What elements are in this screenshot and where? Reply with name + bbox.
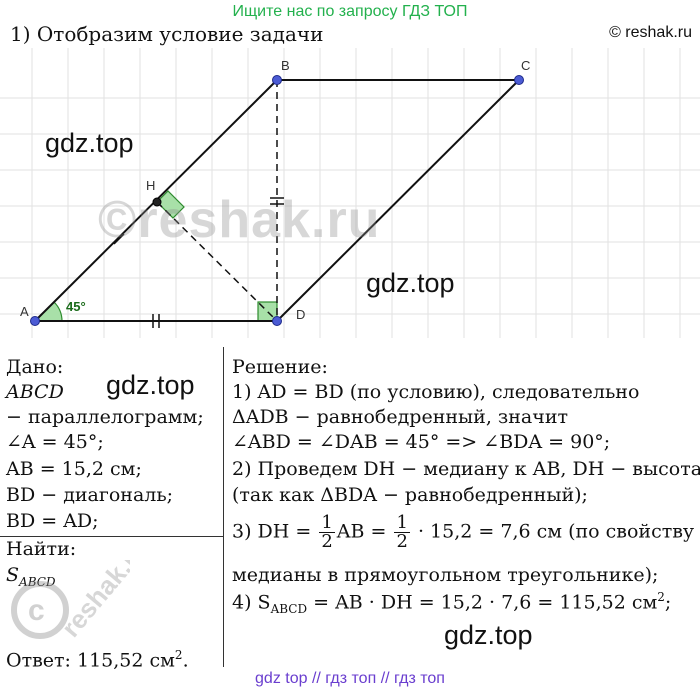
given-line-5: BD − диагональ;: [6, 484, 174, 506]
divider-vertical: [223, 347, 224, 667]
solution-line-2: ΔADB − равнобедренный, значит: [232, 406, 568, 428]
gdz-watermark-1: gdz.top: [45, 128, 134, 158]
gdz-watermark-2: gdz.top: [366, 268, 455, 298]
find-title: Найти:: [6, 538, 77, 560]
given-line-2: − параллелограмм;: [6, 406, 204, 428]
answer-line: Ответ: 115,52 см2.: [6, 648, 189, 672]
solution-line-4: 2) Проведем DH − медиану к AB, DH − высо…: [232, 458, 700, 480]
equal-ticks: [113, 197, 284, 328]
label-h: H: [146, 178, 155, 193]
grid: [0, 48, 700, 338]
gdz-watermark-4: gdz.top: [444, 620, 533, 650]
vertices: [30, 75, 524, 326]
vertex-a: [30, 316, 40, 326]
divider-horizontal: [0, 536, 224, 537]
label-d: D: [296, 307, 305, 322]
promo-banner: Ищите нас по запросу ГДЗ ТОП: [232, 3, 468, 20]
point-h: [152, 197, 162, 207]
solution-line-1: 1) AD = BD (по условию), следовательно: [232, 381, 640, 403]
label-angle: 45°: [66, 299, 86, 314]
gdz-watermark-3: gdz.top: [106, 370, 195, 400]
svg-text:c: c: [28, 594, 45, 627]
copyright-circle-icon: c reshak.ru: [11, 534, 154, 643]
footer-links[interactable]: gdz top // гдз топ // гдз топ: [255, 670, 445, 687]
solution-line-5: (так как ΔBDA − равнобедренный);: [232, 484, 588, 506]
solution-line-7: медианы в прямоугольном треугольнике);: [232, 564, 659, 586]
solution-title: Решение:: [232, 356, 328, 378]
label-b: B: [281, 58, 290, 73]
label-c: C: [521, 58, 530, 73]
vertex-c: [514, 75, 524, 85]
given-line-4: AB = 15,2 см;: [6, 458, 142, 480]
median-dh: [156, 201, 278, 322]
given-line-1: ABCD: [6, 381, 64, 403]
given-title: Дано:: [6, 356, 64, 378]
solution-line-8: 4) SABCD = AB · DH = 15,2 · 7,6 = 115,52…: [232, 590, 672, 617]
given-line-3: ∠A = 45°;: [6, 431, 104, 453]
given-line-6: BD = AD;: [6, 510, 99, 532]
vertex-b: [272, 75, 282, 85]
find-value: SABCD: [6, 564, 56, 589]
step-title: 1) Отобразим условие задачи: [10, 22, 324, 46]
label-a: A: [20, 304, 29, 319]
copyright-notice: © reshak.ru: [609, 24, 692, 41]
solution-line-3: ∠ABD = ∠DAB = 45° => ∠BDA = 90°;: [232, 431, 611, 453]
parallelogram-figure: A B C D H 45°: [0, 48, 700, 338]
reshak-watermark: ©reshak.ru: [98, 191, 381, 249]
side-watermark: c reshak.ru: [10, 534, 154, 650]
vertex-d: [272, 316, 282, 326]
